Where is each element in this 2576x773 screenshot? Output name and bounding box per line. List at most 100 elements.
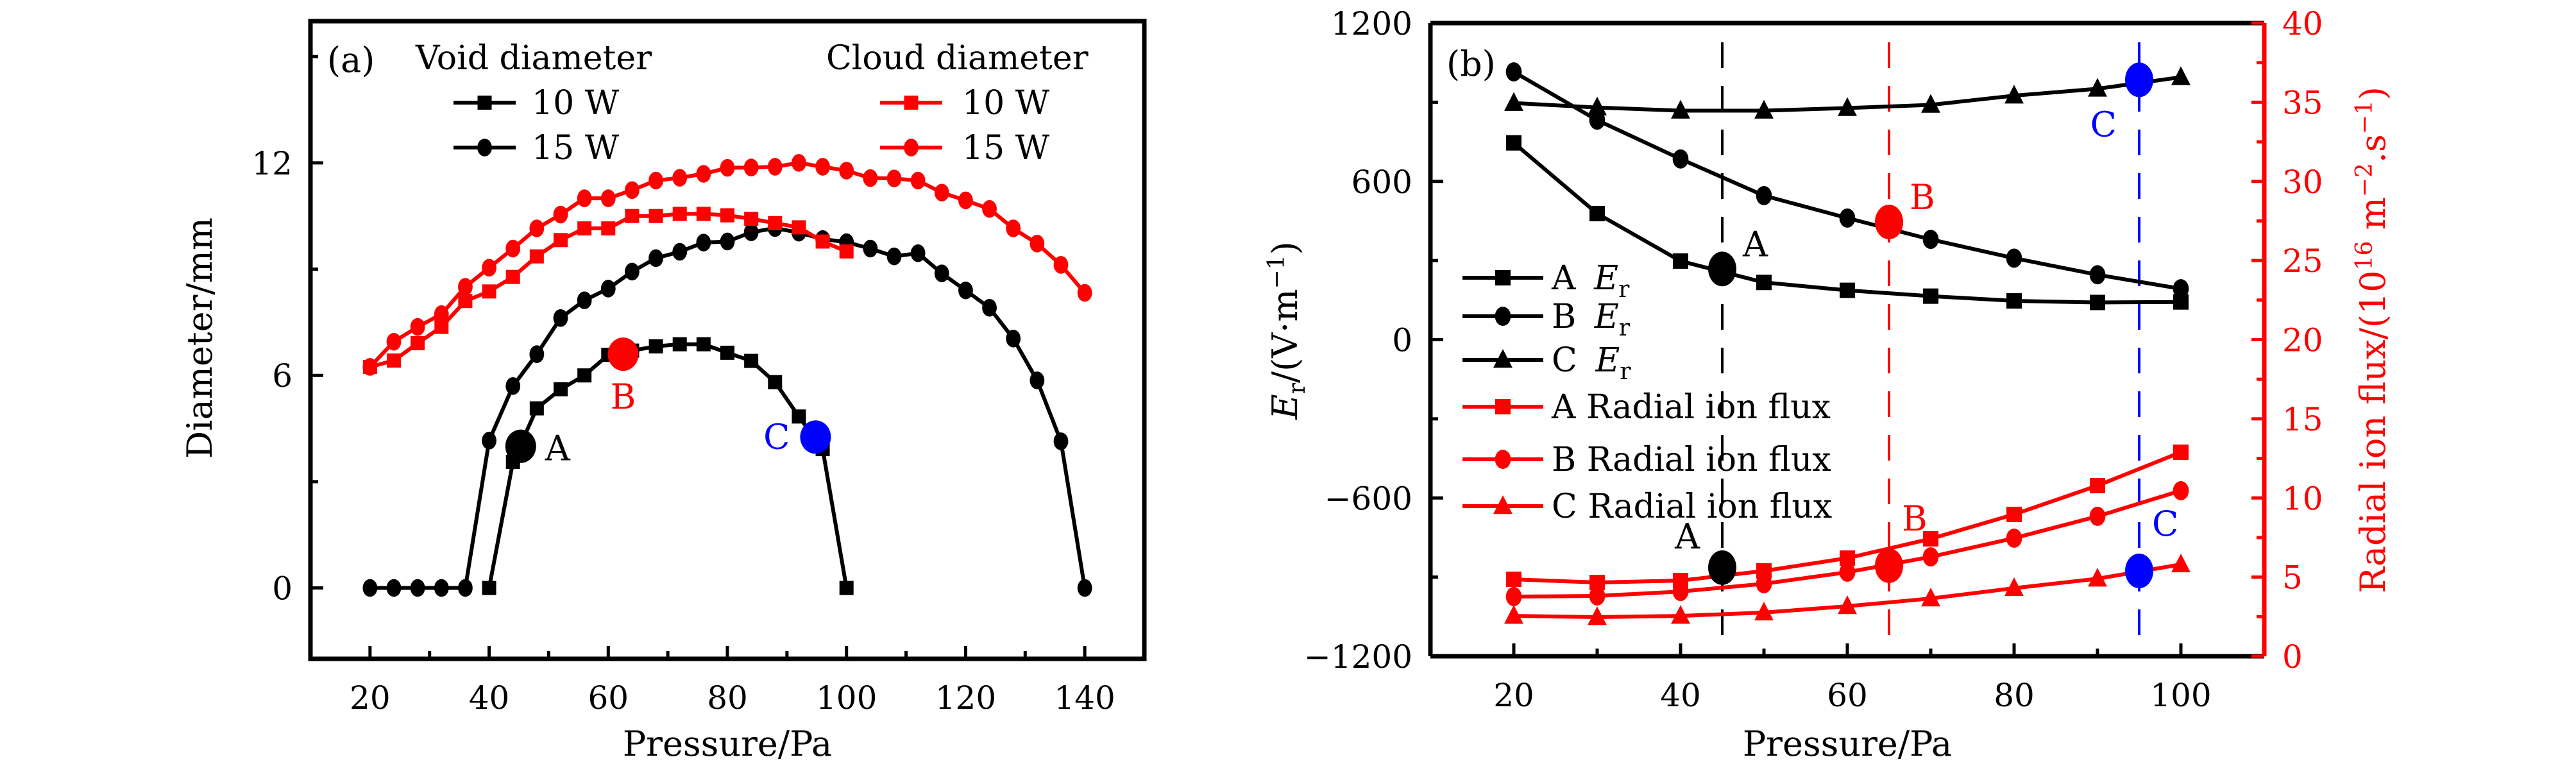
legend-label: C Er bbox=[1552, 341, 1631, 385]
data-point-cloud_10 bbox=[458, 294, 473, 309]
legend-label: 10 W bbox=[532, 84, 620, 123]
legend-label: B Er bbox=[1552, 298, 1631, 341]
data-point-void_15 bbox=[743, 223, 759, 241]
data-point-B_Er bbox=[2006, 248, 2022, 268]
legend-letter: B bbox=[1552, 441, 1587, 479]
legend-entry-cloud_10: 10 W bbox=[880, 84, 1050, 123]
y-tick-label: 600 bbox=[1352, 164, 1412, 201]
data-point-cloud_10 bbox=[625, 208, 640, 223]
legend-marker bbox=[1493, 495, 1513, 514]
legend-label: A Er bbox=[1551, 259, 1630, 303]
data-point-C_Er bbox=[1754, 99, 1774, 119]
x-tick-label: 20 bbox=[350, 679, 391, 717]
legend-letter: A bbox=[1551, 388, 1586, 427]
legend-marker bbox=[1495, 307, 1511, 326]
data-point-cloud_15 bbox=[767, 158, 783, 176]
data-point-B_Er bbox=[2089, 265, 2106, 285]
legend-letter: C bbox=[1552, 341, 1588, 380]
data-point-A_Er bbox=[1923, 288, 1938, 304]
data-point-cloud_15 bbox=[458, 278, 473, 296]
data-point-B_Er bbox=[1756, 186, 1772, 205]
x-tick-label: 40 bbox=[1660, 677, 1701, 714]
data-point-B_flux bbox=[1505, 587, 1522, 606]
highlight-label-A: A bbox=[1742, 224, 1768, 264]
data-point-cloud_15 bbox=[934, 183, 949, 202]
data-point-C_flux bbox=[1838, 595, 1857, 615]
legend-marker bbox=[1495, 399, 1511, 414]
data-point-cloud_15 bbox=[1006, 219, 1021, 237]
data-point-C_flux bbox=[1504, 605, 1523, 624]
data-point-void_10 bbox=[577, 368, 592, 383]
data-point-cloud_15 bbox=[696, 165, 711, 183]
series-void_15 bbox=[362, 219, 1092, 597]
data-point-void_15 bbox=[1030, 371, 1045, 389]
highlight-label-B: B bbox=[611, 377, 636, 417]
data-point-cloud_10 bbox=[529, 249, 544, 264]
data-point-cloud_10 bbox=[839, 244, 854, 259]
data-point-C_Er bbox=[1504, 92, 1523, 111]
data-point-cloud_15 bbox=[625, 181, 640, 200]
legend-symbol: E bbox=[1594, 298, 1619, 336]
highlight-label-A: A bbox=[1674, 516, 1700, 557]
y2label-exp2: −2 bbox=[2351, 163, 2378, 197]
highlight-label-B: B bbox=[1910, 177, 1935, 217]
data-point-void_10 bbox=[648, 339, 663, 353]
legend-subscript: r bbox=[1618, 276, 1630, 303]
data-point-void_10 bbox=[672, 337, 687, 352]
highlight-label-C: C bbox=[2090, 104, 2117, 144]
y-tick-label: 1200 bbox=[1331, 5, 1412, 42]
series-cloud_15 bbox=[362, 154, 1092, 376]
panel-a-plot-area: AB C 20 40 60 80 100 120 140 0 6 12 bbox=[251, 19, 1147, 717]
legend-marker bbox=[904, 96, 919, 110]
data-point-void_15 bbox=[958, 281, 973, 300]
data-point-B_flux bbox=[1756, 574, 1772, 593]
y2label-close: ) bbox=[2353, 87, 2393, 100]
data-point-B_flux bbox=[1839, 563, 1856, 582]
data-point-void_15 bbox=[410, 579, 425, 597]
data-point-cloud_15 bbox=[386, 332, 402, 351]
data-point-void_15 bbox=[934, 264, 949, 282]
legend-text: Radial ion flux bbox=[1587, 441, 1831, 479]
data-point-A_Er bbox=[2006, 293, 2022, 309]
series-B_flux bbox=[1505, 480, 2189, 606]
data-point-cloud_15 bbox=[600, 189, 616, 207]
data-point-void_15 bbox=[482, 432, 496, 450]
legend-entry-B_Er: B Er bbox=[1462, 298, 1631, 341]
legend-letter: B bbox=[1552, 298, 1587, 336]
legend-marker bbox=[1495, 450, 1511, 469]
data-point-C_flux bbox=[1671, 605, 1690, 624]
data-point-void_10 bbox=[554, 382, 568, 396]
legend-label: A Radial ion flux bbox=[1551, 388, 1831, 427]
series-void_10 bbox=[482, 337, 854, 595]
data-point-A_flux bbox=[1506, 572, 1521, 588]
data-point-A_Er bbox=[1756, 275, 1772, 291]
x-tick-label: 120 bbox=[935, 679, 996, 717]
data-point-cloud_15 bbox=[792, 154, 806, 172]
data-point-cloud_15 bbox=[886, 169, 902, 187]
x-tick-label: 80 bbox=[1994, 677, 2035, 714]
data-point-B_flux bbox=[1922, 547, 1939, 566]
ylabel-exponent: −1 bbox=[1264, 255, 1290, 289]
legend-letter: C bbox=[1552, 488, 1588, 526]
data-point-C_flux bbox=[1754, 601, 1774, 621]
series-line-void_15 bbox=[369, 226, 1087, 590]
highlight-marker-A bbox=[1708, 251, 1736, 287]
data-point-C_Er bbox=[2088, 78, 2107, 97]
series-C_Er bbox=[1504, 66, 2190, 119]
data-point-C_flux bbox=[1921, 588, 1940, 607]
x-tick-label: 80 bbox=[707, 679, 748, 717]
y2-tick-label: 25 bbox=[2282, 242, 2323, 280]
highlight-label-A: A bbox=[545, 429, 571, 469]
x-tick-label: 60 bbox=[1827, 677, 1868, 714]
data-point-C_Er bbox=[2171, 66, 2190, 85]
data-point-cloud_15 bbox=[958, 191, 973, 210]
data-point-cloud_15 bbox=[577, 189, 592, 207]
data-point-void_15 bbox=[553, 309, 568, 327]
legend-subscript: r bbox=[1619, 315, 1631, 341]
data-point-cloud_15 bbox=[982, 200, 997, 218]
highlight-marker-B bbox=[1875, 205, 1903, 240]
x-tick-label: 20 bbox=[1493, 677, 1534, 714]
data-point-void_15 bbox=[577, 291, 592, 309]
